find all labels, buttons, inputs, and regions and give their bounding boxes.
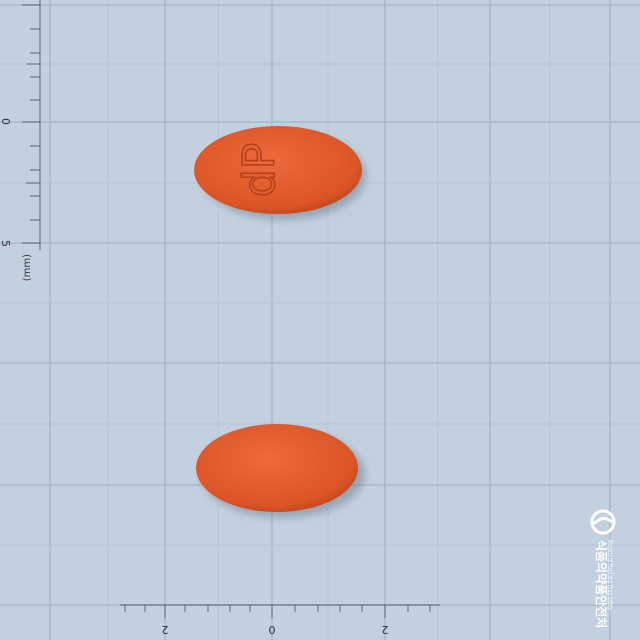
ruler-label: 2	[382, 623, 389, 636]
pill-front: dP	[194, 126, 366, 220]
ruler-label: 2	[162, 623, 169, 636]
watermark-korean: 식품의약품안전처	[594, 540, 609, 628]
ruler-label: 0	[0, 118, 12, 125]
watermark-english: Ministry of Food and Drug Safety	[606, 540, 614, 610]
pill-back	[196, 424, 365, 518]
ruler-label: 0	[269, 623, 276, 636]
ruler-label: 5	[0, 240, 12, 247]
left-ruler: 0 5 (mm)	[0, 0, 41, 281]
watermark: 식품의약품안전처 Ministry of Food and Drug Safet…	[590, 509, 616, 628]
ruler-unit: (mm)	[22, 254, 33, 281]
imprint: dP	[234, 143, 285, 197]
bottom-ruler: 2 0 2	[120, 604, 440, 636]
